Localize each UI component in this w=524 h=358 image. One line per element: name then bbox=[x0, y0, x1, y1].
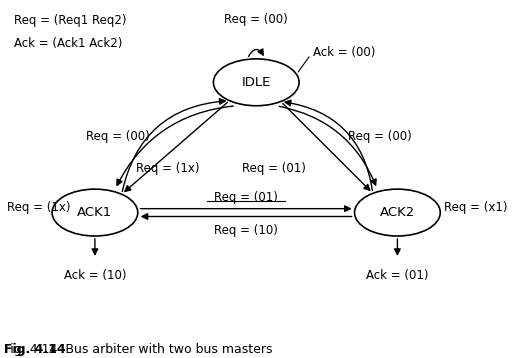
Text: Fig. 4.14  Bus arbiter with two bus masters: Fig. 4.14 Bus arbiter with two bus maste… bbox=[4, 343, 272, 356]
Text: Ack = (01): Ack = (01) bbox=[366, 268, 429, 282]
Text: ACK2: ACK2 bbox=[380, 206, 415, 219]
Text: Req = (01): Req = (01) bbox=[242, 162, 306, 175]
Text: Ack = (00): Ack = (00) bbox=[313, 46, 375, 59]
Text: Req = (00): Req = (00) bbox=[348, 130, 412, 142]
Text: Req = (00): Req = (00) bbox=[86, 130, 149, 142]
Text: Req = (01): Req = (01) bbox=[214, 192, 278, 204]
Ellipse shape bbox=[52, 189, 138, 236]
Text: Req = (00): Req = (00) bbox=[224, 13, 288, 26]
Text: Req = (10): Req = (10) bbox=[214, 224, 278, 237]
Text: Ack = (10): Ack = (10) bbox=[63, 268, 126, 282]
Text: Ack = (Ack1 Ack2): Ack = (Ack1 Ack2) bbox=[14, 37, 123, 50]
Ellipse shape bbox=[355, 189, 440, 236]
Text: Req = (1x): Req = (1x) bbox=[7, 201, 70, 214]
Text: ACK1: ACK1 bbox=[77, 206, 113, 219]
Text: Fig. 4.14: Fig. 4.14 bbox=[4, 343, 66, 356]
Text: Req = (Req1 Req2): Req = (Req1 Req2) bbox=[14, 14, 127, 27]
Text: Req = (x1): Req = (x1) bbox=[444, 201, 507, 214]
Text: IDLE: IDLE bbox=[242, 76, 271, 89]
Text: Req = (1x): Req = (1x) bbox=[136, 162, 200, 175]
Ellipse shape bbox=[213, 59, 299, 106]
